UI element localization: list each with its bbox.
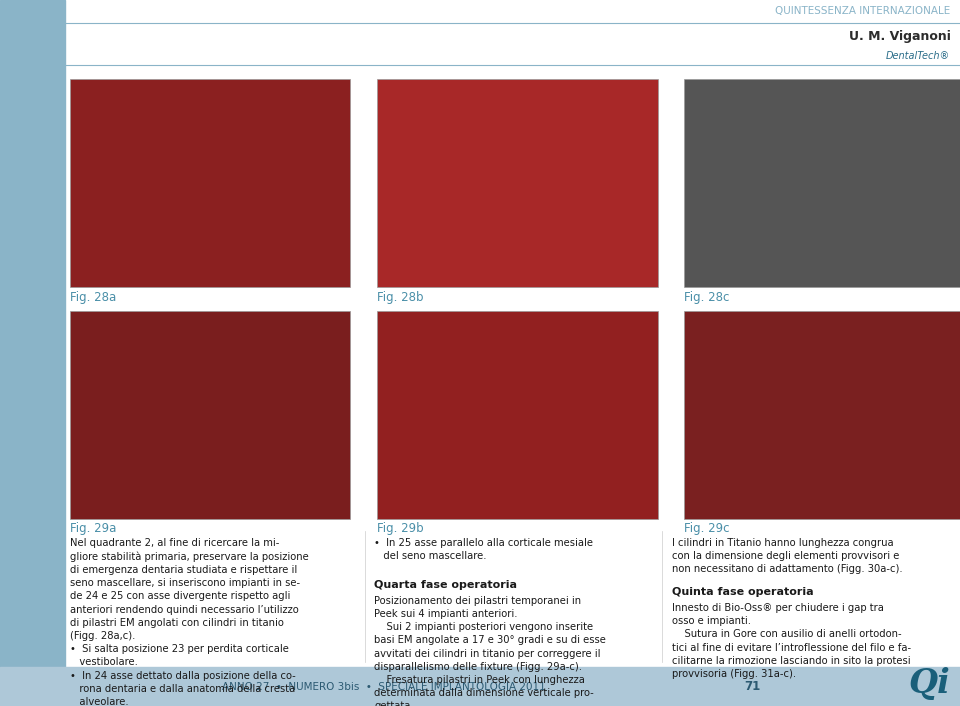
Text: 71: 71 — [744, 680, 760, 693]
Bar — [377, 79, 658, 287]
Text: Fig. 28a: Fig. 28a — [70, 291, 116, 304]
Text: Qi: Qi — [909, 666, 950, 700]
Bar — [0, 0, 65, 706]
Text: Nel quadrante 2, al fine di ricercare la mi-
gliore stabilità primaria, preserva: Nel quadrante 2, al fine di ricercare la… — [70, 538, 309, 706]
Bar — [684, 311, 960, 519]
Bar — [0, 667, 960, 706]
Text: Quinta fase operatoria: Quinta fase operatoria — [672, 587, 814, 597]
Text: •  In 25 asse parallelo alla corticale mesiale
   del seno mascellare.: • In 25 asse parallelo alla corticale me… — [374, 538, 593, 561]
Bar — [70, 79, 350, 287]
Text: Fig. 28b: Fig. 28b — [377, 291, 423, 304]
Text: QUINTESSENZA INTERNAZIONALE: QUINTESSENZA INTERNAZIONALE — [775, 6, 950, 16]
Text: Quarta fase operatoria: Quarta fase operatoria — [374, 580, 517, 590]
Text: Fig. 28c: Fig. 28c — [684, 291, 730, 304]
Text: Fig. 29a: Fig. 29a — [70, 522, 116, 535]
Text: DentalTech®: DentalTech® — [886, 51, 950, 61]
Bar — [377, 311, 658, 519]
Text: Innesto di Bio-Oss® per chiudere i gap tra
osso e impianti.
    Sutura in Gore c: Innesto di Bio-Oss® per chiudere i gap t… — [672, 603, 911, 679]
Bar — [70, 311, 350, 519]
Text: Fig. 29b: Fig. 29b — [377, 522, 424, 535]
Text: U. M. Viganoni: U. M. Viganoni — [849, 30, 950, 42]
Text: ANNO 27  •  NUMERO 3bis  •  SPECIALE IMPLANTOLOGIA 2011: ANNO 27 • NUMERO 3bis • SPECIALE IMPLANT… — [222, 681, 546, 692]
Text: I cilindri in Titanio hanno lunghezza congrua
con la dimensione degli elementi p: I cilindri in Titanio hanno lunghezza co… — [672, 538, 902, 575]
Text: Posizionamento dei pilastri temporanei in
Peek sui 4 impianti anteriori.
    Sui: Posizionamento dei pilastri temporanei i… — [374, 596, 607, 706]
Text: Fig. 29c: Fig. 29c — [684, 522, 730, 535]
Bar — [684, 79, 960, 287]
